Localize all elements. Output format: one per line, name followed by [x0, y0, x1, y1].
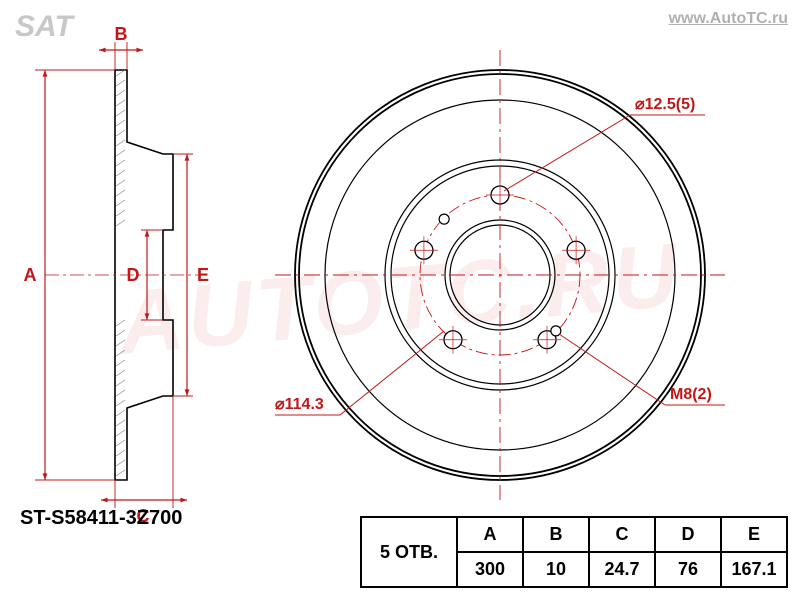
val-B: 10	[523, 552, 589, 587]
svg-text:A: A	[24, 265, 37, 285]
svg-text:M8(2): M8(2)	[670, 386, 712, 403]
col-A: A	[457, 517, 523, 552]
val-C: 24.7	[589, 552, 655, 587]
val-D: 76	[655, 552, 721, 587]
col-C: C	[589, 517, 655, 552]
svg-text:B: B	[115, 24, 128, 44]
val-E: 167.1	[721, 552, 787, 587]
col-E: E	[721, 517, 787, 552]
svg-text:D: D	[127, 265, 140, 285]
table-header-row: 5 ОТВ. A B C D E	[361, 517, 787, 552]
side-view-section	[45, 70, 203, 480]
svg-text:⌀114.3: ⌀114.3	[275, 396, 324, 413]
hole-count-cell: 5 ОТВ.	[361, 517, 457, 587]
dimensions-table-container: 5 ОТВ. A B C D E 300 10 24.7 76 167.1	[360, 516, 788, 588]
part-number-label: ST-S58411-3Z700	[20, 507, 182, 530]
front-view-disc	[275, 50, 725, 500]
col-D: D	[655, 517, 721, 552]
val-A: 300	[457, 552, 523, 587]
svg-text:⌀12.5(5): ⌀12.5(5)	[635, 96, 695, 113]
col-B: B	[523, 517, 589, 552]
dimensions-table: 5 ОТВ. A B C D E 300 10 24.7 76 167.1	[360, 516, 788, 588]
svg-text:E: E	[197, 265, 209, 285]
